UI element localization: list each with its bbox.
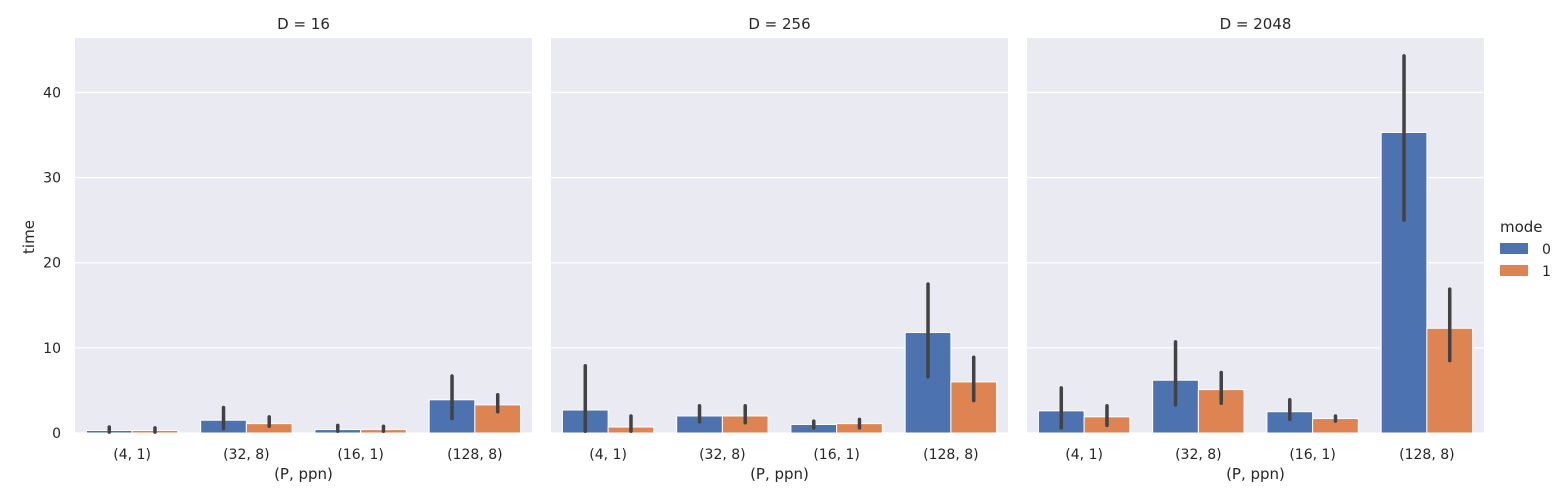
panel-title: D = 2048: [1220, 15, 1292, 33]
y-tick-label: 0: [52, 426, 61, 442]
y-axis-label: time: [20, 220, 38, 254]
x-tick-label: (4, 1): [113, 447, 151, 463]
panel-1: D = 256 (4, 1) (32, 8) (16, 1) (128, 8) (P, p…: [551, 15, 1008, 483]
panel-0: 0 10 20 30 40 D = 16 (4, 1) (32, 8) (16, 1) (128,…: [43, 15, 532, 483]
legend-title: mode: [1500, 218, 1543, 236]
legend-label-0: 0: [1542, 242, 1551, 258]
legend-swatch-1: [1500, 265, 1528, 276]
x-tick-label: (4, 1): [1065, 447, 1103, 463]
y-tick-label: 40: [43, 85, 61, 101]
panel-2: D = 2048 (4, 1) (32, 8) (16, 1) (128, 8) (P, …: [1027, 15, 1484, 483]
x-axis-label: (P, ppn): [1226, 465, 1285, 483]
panel-background: [75, 38, 532, 433]
legend-swatch-0: [1500, 243, 1528, 254]
x-tick-label: (128, 8): [447, 447, 502, 463]
legend: mode 0 1: [1500, 218, 1551, 280]
panel-title: D = 16: [277, 15, 330, 33]
x-axis-label: (P, ppn): [274, 465, 333, 483]
x-tick-label: (128, 8): [923, 447, 978, 463]
x-tick-label: (32, 8): [699, 447, 746, 463]
x-tick-label: (32, 8): [223, 447, 270, 463]
y-tick-label: 20: [43, 256, 61, 272]
panels-group: 0 10 20 30 40 D = 16 (4, 1) (32, 8) (16, 1) (128,…: [43, 15, 1484, 483]
y-tick-label: 30: [43, 171, 61, 187]
panel-title: D = 256: [748, 15, 810, 33]
x-tick-label: (16, 1): [1289, 447, 1336, 463]
x-tick-label: (128, 8): [1399, 447, 1454, 463]
x-tick-label: (32, 8): [1175, 447, 1222, 463]
x-tick-label: (16, 1): [813, 447, 860, 463]
legend-label-1: 1: [1542, 264, 1551, 280]
x-tick-label: (4, 1): [589, 447, 627, 463]
y-tick-label: 10: [43, 341, 61, 357]
x-tick-label: (16, 1): [337, 447, 384, 463]
x-axis-label: (P, ppn): [750, 465, 809, 483]
